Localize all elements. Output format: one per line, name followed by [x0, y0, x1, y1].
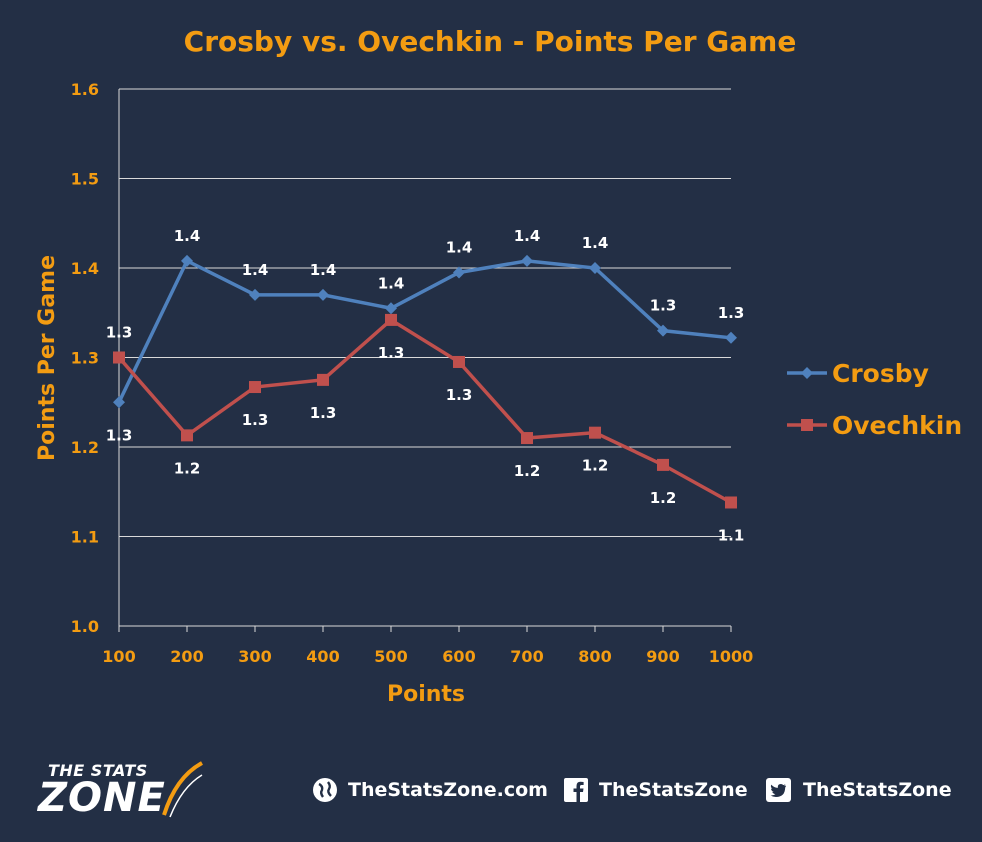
crosby-marker: [453, 266, 465, 279]
x-tick-label: 200: [170, 647, 203, 666]
ovechkin-data-label: 1.3: [310, 404, 337, 422]
ovechkin-marker: [725, 496, 737, 509]
crosby-marker: [657, 324, 669, 337]
stats-zone-logo: THE STATS ZONE: [38, 757, 213, 823]
crosby-data-label: 1.4: [310, 261, 337, 279]
ovechkin-marker: [657, 458, 669, 471]
y-axis-label: Points Per Game: [35, 255, 60, 461]
ovechkin-marker: [801, 419, 813, 431]
globe-icon: [313, 778, 337, 802]
crosby-data-label: 1.4: [582, 234, 609, 252]
ovechkin-legend-label: Ovechkin: [832, 411, 962, 440]
crosby-marker: [801, 367, 813, 379]
crosby-marker: [589, 262, 601, 274]
x-tick-label: 700: [510, 647, 543, 666]
axes: [118, 89, 732, 632]
ovechkin-data-label: 1.1: [718, 526, 745, 544]
ovechkin-marker: [181, 429, 193, 442]
logo-arc-icon: [162, 761, 203, 818]
ovechkin-marker: [453, 355, 465, 368]
ovechkin-marker: [113, 351, 125, 364]
crosby-data-label: 1.4: [378, 274, 405, 292]
ovechkin-marker: [249, 381, 261, 394]
x-tick-labels: 100 200 300 400 500 600 700 800 900 1000: [102, 647, 753, 666]
footer: THE STATS ZONE TheStatsZone.com TheStats…: [0, 745, 982, 835]
ovechkin-data-label: 1.3: [106, 324, 133, 342]
chart-title: Crosby vs. Ovechkin - Points Per Game: [184, 25, 797, 58]
crosby-line: [117, 258, 732, 404]
crosby-data-label: 1.3: [106, 426, 133, 444]
crosby-marker: [249, 288, 261, 301]
y-tick-label: 1.6: [71, 80, 99, 99]
logo-main-text: ZONE: [38, 775, 166, 821]
ovechkin-marker: [589, 426, 601, 439]
ovechkin-data-label: 1.3: [242, 411, 269, 429]
y-tick-label: 1.1: [71, 528, 99, 547]
ovechkin-data-label: 1.2: [582, 457, 609, 475]
x-tick-label: 800: [578, 647, 611, 666]
ovechkin-marker: [317, 373, 329, 386]
y-tick-label: 1.4: [71, 259, 99, 278]
series-group: [113, 254, 737, 509]
crosby-data-label: 1.3: [718, 304, 745, 322]
crosby-data-label: 1.4: [514, 227, 541, 245]
ovechkin-data-label: 1.3: [378, 344, 405, 362]
x-tick-label: 300: [238, 647, 271, 666]
crosby-data-label: 1.4: [242, 261, 269, 279]
x-tick-label: 500: [374, 647, 407, 666]
chart: Crosby vs. Ovechkin - Points Per Game 1.…: [35, 25, 962, 707]
crosby-data-label: 1.4: [174, 227, 201, 245]
ovechkin-data-label: 1.2: [650, 489, 677, 507]
twitter-label: TheStatsZone: [803, 779, 952, 801]
facebook-icon: [564, 778, 588, 802]
ovechkin-data-label: 1.3: [446, 386, 473, 404]
ovechkin-marker: [521, 432, 533, 445]
ovechkin-data-label: 1.2: [174, 459, 201, 477]
x-tick-label: 400: [306, 647, 339, 666]
ovechkin-line: [117, 317, 732, 505]
crosby-marker: [317, 288, 329, 301]
twitter-link[interactable]: TheStatsZone: [765, 775, 952, 805]
y-tick-label: 1.2: [71, 438, 99, 457]
crosby-legend-label: Crosby: [832, 359, 929, 388]
x-tick-label: 1000: [709, 647, 754, 666]
twitter-icon: [766, 778, 791, 802]
data-labels: 1.3 1.4 1.4 1.4 1.4 1.4 1.4 1.4 1.3 1.3 1.3 1.2 1.3 1…: [106, 227, 745, 545]
x-tick-label: 600: [442, 647, 475, 666]
crosby-data-label: 1.3: [650, 297, 677, 315]
y-tick-label: 1.0: [71, 617, 99, 636]
crosby-marker: [181, 254, 193, 267]
x-tick-label: 900: [646, 647, 679, 666]
x-axis-label: Points: [387, 682, 465, 707]
y-tick-label: 1.5: [71, 170, 99, 189]
facebook-link[interactable]: TheStatsZone: [563, 775, 748, 805]
logo-top-text: THE STATS: [48, 761, 148, 780]
crosby-marker: [113, 396, 125, 409]
legend: Crosby Ovechkin: [787, 359, 962, 440]
x-tick-label: 100: [102, 647, 135, 666]
crosby-data-label: 1.4: [446, 238, 473, 256]
crosby-marker: [385, 302, 397, 315]
facebook-label: TheStatsZone: [599, 779, 748, 801]
gridlines: [119, 88, 731, 537]
ovechkin-marker: [385, 313, 397, 326]
crosby-marker: [521, 254, 533, 267]
y-tick-label: 1.3: [71, 349, 99, 368]
y-tick-labels: 1.0 1.1 1.2 1.3 1.4 1.5 1.6: [71, 80, 99, 636]
crosby-marker: [725, 331, 737, 344]
ovechkin-data-label: 1.2: [514, 462, 541, 480]
website-link[interactable]: TheStatsZone.com: [312, 775, 548, 805]
website-label: TheStatsZone.com: [348, 779, 548, 801]
